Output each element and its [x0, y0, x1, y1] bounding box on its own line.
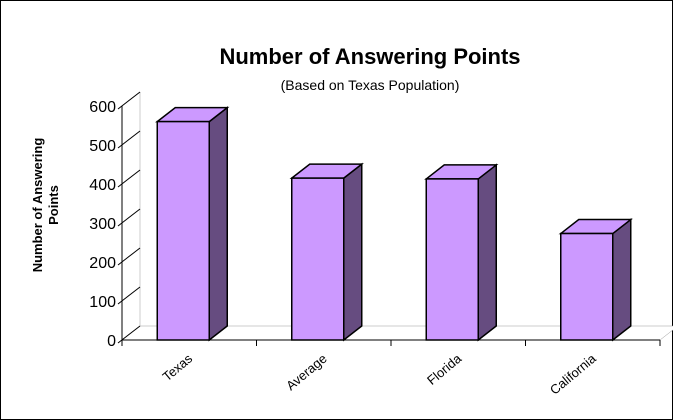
y-tick	[117, 247, 141, 266]
y-tick	[117, 91, 141, 110]
bar-side	[612, 217, 632, 342]
bar-side	[343, 162, 363, 342]
bar-side	[477, 163, 497, 342]
y-tick-label: 600	[89, 99, 116, 116]
bar	[291, 177, 345, 341]
bar	[156, 120, 210, 341]
y-tick-label: 400	[89, 177, 116, 194]
y-tick-label: 300	[89, 216, 116, 233]
y-tick	[117, 208, 141, 227]
chart-title: Number of Answering Points	[219, 44, 520, 69]
y-tick-label: 100	[89, 294, 116, 311]
y-tick	[117, 286, 141, 305]
y-tick-label: 500	[89, 138, 116, 155]
bar	[425, 178, 479, 341]
y-tick	[117, 130, 141, 149]
y-tick	[117, 169, 141, 188]
y-tick-label: 200	[89, 255, 116, 272]
bar	[560, 232, 614, 341]
chart-subtitle: (Based on Texas Population)	[281, 77, 460, 93]
bar-side	[208, 106, 228, 342]
y-tick-label: 0	[107, 333, 116, 350]
y-axis-title: Number of Answering Points	[30, 137, 61, 273]
